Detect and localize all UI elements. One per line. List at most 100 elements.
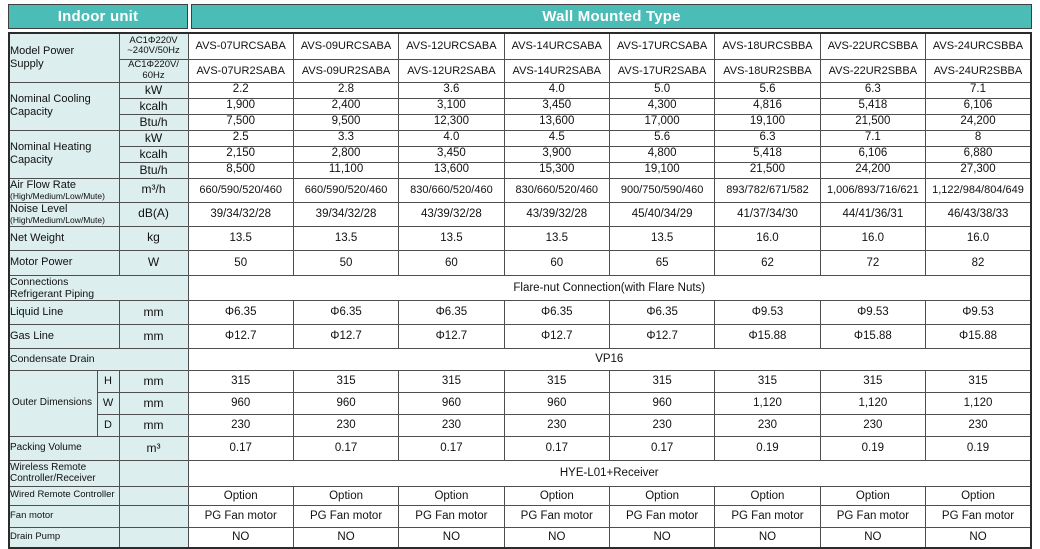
unit-cell: mm bbox=[118, 323, 189, 349]
value-cell: 13.5 bbox=[187, 225, 294, 251]
value-cell: 39/34/32/28 bbox=[292, 201, 400, 227]
value-cell: AVS-22UR2SBBA bbox=[819, 58, 927, 83]
row-label-text: Noise Level bbox=[10, 203, 68, 215]
value-cell: 19,100 bbox=[714, 113, 821, 131]
unit-cell: kcalh bbox=[118, 145, 189, 163]
merged-value-cell: Flare-nut Connection(with Flare Nuts) bbox=[187, 274, 1032, 301]
value-cell: 2,800 bbox=[292, 145, 400, 163]
table-row: kcalh 1,900 2,400 3,100 3,450 4,300 4,816 5,418… bbox=[9, 97, 1032, 115]
value-cell: 0.17 bbox=[503, 435, 610, 461]
value-cell: 13.5 bbox=[398, 225, 505, 251]
value-cell: 46/43/38/33 bbox=[925, 201, 1032, 227]
value-cell: 230 bbox=[925, 413, 1032, 437]
table-row: Drain Pump NO NO NO NO NO NO NO NO bbox=[8, 526, 1032, 549]
row-label: Nominal Heating Capacity bbox=[8, 129, 120, 179]
value-cell: 1,120 bbox=[819, 391, 927, 415]
value-cell: 5.6 bbox=[714, 81, 821, 99]
row-label: Noise Level (High/Medium/Low/Mute) bbox=[8, 201, 120, 227]
value-cell: 21,500 bbox=[714, 161, 821, 179]
value-cell: AVS-14UR2SABA bbox=[503, 58, 610, 83]
value-cell: 24,200 bbox=[925, 113, 1032, 131]
value-cell: 5.0 bbox=[608, 81, 716, 99]
value-cell: 830/660/520/460 bbox=[503, 177, 610, 203]
value-cell: AVS-24UR2SBBA bbox=[925, 58, 1032, 83]
row-label: Wired Remote Controller bbox=[8, 485, 120, 506]
value-cell: NO bbox=[503, 526, 610, 549]
value-cell: 960 bbox=[398, 391, 505, 415]
value-cell: Φ9.53 bbox=[819, 299, 927, 325]
value-cell: NO bbox=[925, 526, 1032, 549]
unit-cell: Btu/h bbox=[118, 161, 189, 179]
value-cell: Φ12.7 bbox=[187, 323, 294, 349]
table-row: kcalh 2,150 2,800 3,450 3,900 4,800 5,418 6,106… bbox=[9, 145, 1032, 163]
row-label: Liquid Line bbox=[8, 299, 120, 325]
value-cell: 24,200 bbox=[819, 161, 927, 179]
row-label-text: Fan motor bbox=[10, 509, 54, 521]
value-cell: 1,120 bbox=[925, 391, 1032, 415]
value-cell: 16.0 bbox=[819, 225, 927, 251]
value-cell: 315 bbox=[608, 369, 716, 393]
value-cell: 0.19 bbox=[925, 435, 1032, 461]
table-row: Packing Volume m³ 0.17 0.17 0.17 0.17 0.17 0.19… bbox=[8, 435, 1032, 461]
unit-cell: m³/h bbox=[118, 177, 189, 203]
value-cell: 8 bbox=[925, 129, 1032, 147]
value-cell: Φ15.88 bbox=[819, 323, 927, 349]
unit-cell: AC1Φ220V ~240V/50Hz bbox=[118, 32, 189, 60]
value-cell: Φ6.35 bbox=[398, 299, 505, 325]
unit-cell: kW bbox=[118, 129, 189, 147]
value-cell: 0.17 bbox=[292, 435, 400, 461]
value-cell: 72 bbox=[819, 249, 927, 276]
value-cell: 660/590/520/460 bbox=[187, 177, 294, 203]
value-cell: 900/750/590/460 bbox=[608, 177, 716, 203]
value-cell: AVS-12URCSABA bbox=[398, 32, 505, 60]
value-cell: Φ12.7 bbox=[292, 323, 400, 349]
row-label-text: Model Power Supply bbox=[10, 45, 75, 70]
unit-cell bbox=[118, 485, 189, 506]
unit-cell: kg bbox=[118, 225, 189, 251]
value-cell: NO bbox=[398, 526, 505, 549]
table-row: Liquid Line mm Φ6.35 Φ6.35 Φ6.35 Φ6.35 Φ6.35 Φ9… bbox=[8, 299, 1032, 325]
spec-table-body: Model Power Supply AC1Φ220V ~240V/50Hz AVS… bbox=[8, 32, 1032, 549]
row-label: Condensate Drain bbox=[8, 347, 189, 371]
value-cell: 315 bbox=[187, 369, 294, 393]
row-label-text: Connections Refrigerant Piping bbox=[10, 275, 95, 300]
table-row: Model Power Supply AC1Φ220V ~240V/50Hz AVS… bbox=[8, 32, 1032, 83]
value-cell: 43/39/32/28 bbox=[503, 201, 610, 227]
value-cell: 4.0 bbox=[398, 129, 505, 147]
value-cell: Option bbox=[608, 485, 716, 506]
table-row: Air Flow Rate (High/Medium/Low/Mute) m³/h 6… bbox=[8, 177, 1032, 203]
row-label-text: Wired Remote Controller bbox=[10, 489, 115, 501]
value-cell: 2,400 bbox=[292, 97, 400, 115]
table-row: Noise Level (High/Medium/Low/Mute) dB(A) 39… bbox=[8, 201, 1032, 227]
value-cell: 315 bbox=[398, 369, 505, 393]
unit-cell: mm bbox=[118, 391, 189, 415]
dimension-letter: D bbox=[96, 413, 120, 437]
value-cell: 960 bbox=[608, 391, 716, 415]
value-cell: Φ12.7 bbox=[398, 323, 505, 349]
value-cell: Φ9.53 bbox=[925, 299, 1032, 325]
value-cell: 2.5 bbox=[187, 129, 294, 147]
value-cell: 1,900 bbox=[187, 97, 294, 115]
value-cell: Φ15.88 bbox=[925, 323, 1032, 349]
table-row: AC1Φ220V/ 60Hz AVS-07UR2SABA AVS-09UR2SABA… bbox=[9, 58, 1032, 83]
value-cell: Φ6.35 bbox=[503, 299, 610, 325]
value-cell: 660/590/520/460 bbox=[292, 177, 400, 203]
value-cell: 960 bbox=[187, 391, 294, 415]
value-cell: 230 bbox=[714, 413, 821, 437]
value-cell: PG Fan motor bbox=[503, 504, 610, 528]
unit-cell: mm bbox=[118, 369, 189, 393]
value-cell: 16.0 bbox=[925, 225, 1032, 251]
value-cell: NO bbox=[714, 526, 821, 549]
row-label: Connections Refrigerant Piping bbox=[8, 274, 189, 301]
value-cell: NO bbox=[292, 526, 400, 549]
value-cell: 0.19 bbox=[819, 435, 927, 461]
row-label: Drain Pump bbox=[8, 526, 120, 549]
value-cell: 5.6 bbox=[608, 129, 716, 147]
unit-cell: W bbox=[118, 249, 189, 276]
value-cell: AVS-18UR2SBBA bbox=[714, 58, 821, 83]
value-cell: AVS-12UR2SABA bbox=[398, 58, 505, 83]
value-cell: Option bbox=[819, 485, 927, 506]
value-cell: 3,450 bbox=[398, 145, 505, 163]
value-cell: 1,006/893/716/621 bbox=[819, 177, 927, 203]
